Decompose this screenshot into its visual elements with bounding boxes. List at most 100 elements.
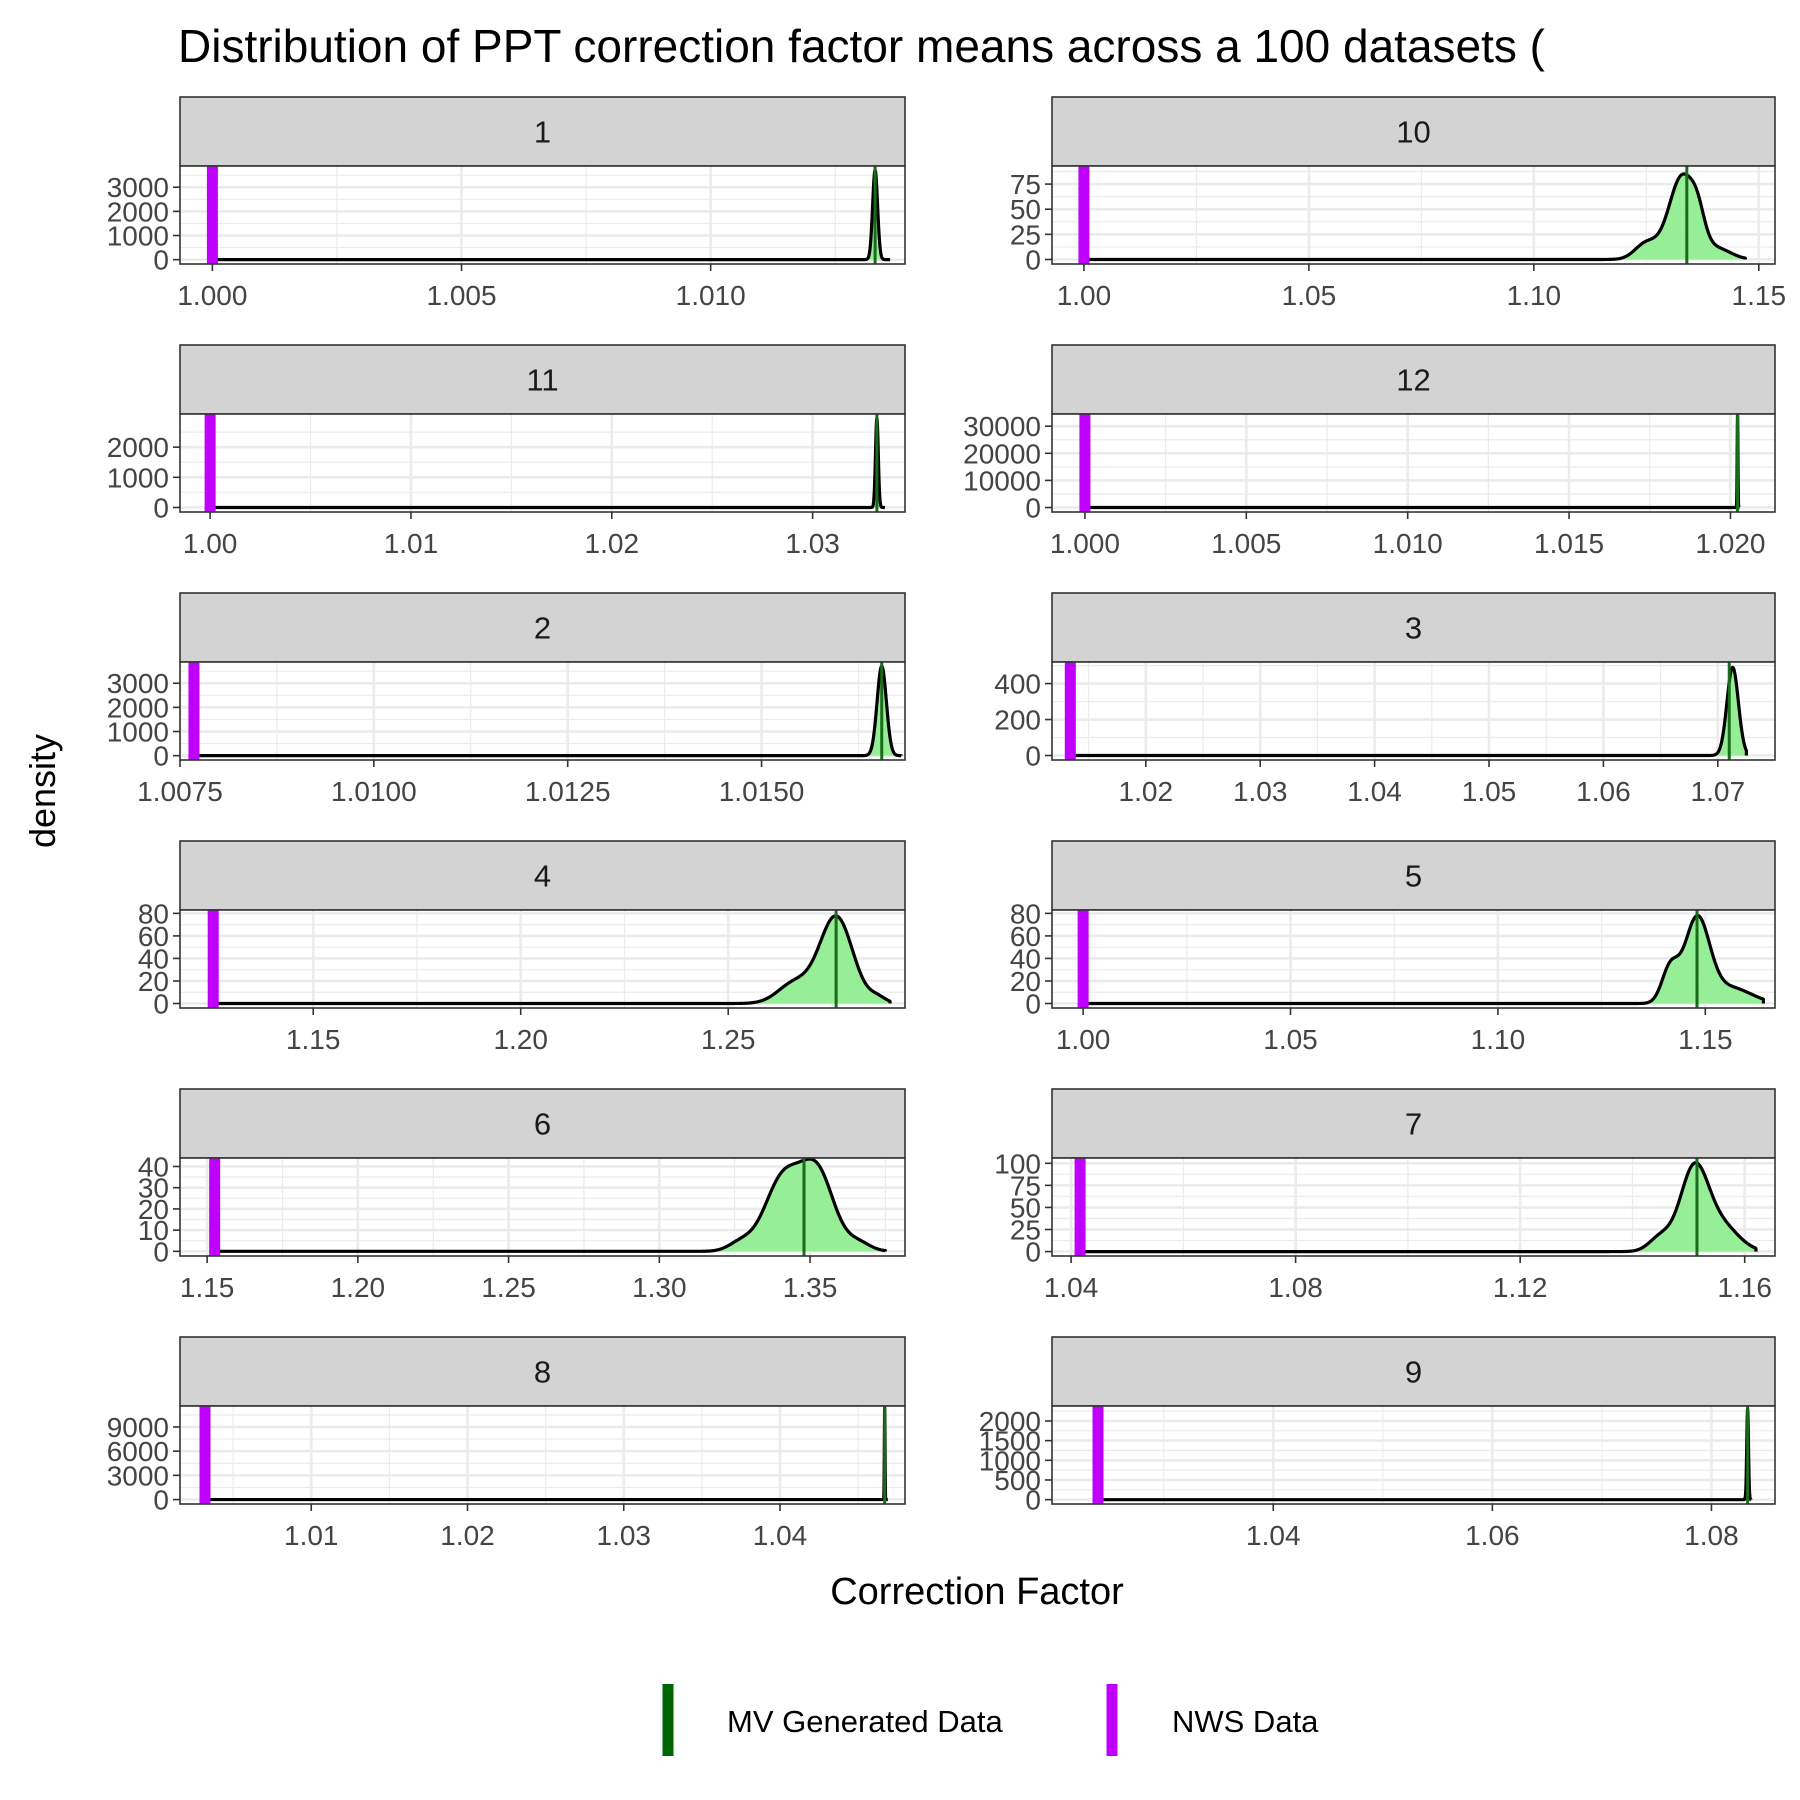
- y-tick-label: 60: [1010, 921, 1041, 952]
- y-tick-label: 75: [1010, 1170, 1041, 1201]
- x-tick-label: 1.015: [1534, 528, 1604, 559]
- facet-strip-label: 6: [534, 1107, 551, 1142]
- y-tick-label: 1000: [979, 1445, 1041, 1476]
- x-tick-label: 1.000: [1050, 528, 1120, 559]
- plot-area: [1052, 910, 1775, 1008]
- legend-label: MV Generated Data: [727, 1704, 1003, 1739]
- plot-background: [180, 414, 905, 512]
- y-tick-label: 40: [138, 943, 169, 974]
- y-tick-label: 0: [153, 741, 169, 772]
- x-tick-label: 1.00: [183, 528, 238, 559]
- x-tick-label: 1.05: [1462, 776, 1517, 807]
- y-tick-label: 500: [994, 1465, 1041, 1496]
- x-tick-label: 1.03: [597, 1520, 652, 1551]
- y-tick-label: 60: [138, 921, 169, 952]
- x-tick-label: 1.15: [1732, 280, 1787, 311]
- x-tick-label: 1.005: [426, 280, 496, 311]
- x-tick-label: 1.010: [1373, 528, 1443, 559]
- facet-panel-12: 12 1.000 1.005 1.010 1.015 1.020 0100002000030…: [963, 344, 1776, 559]
- y-tick-label: 20: [138, 966, 169, 997]
- y-tick-label: 2000: [107, 432, 169, 463]
- plot-area: [1052, 414, 1775, 512]
- y-tick-label: 0: [153, 988, 169, 1019]
- legend-item-mv-generated: MV Generated Data: [662, 1684, 1003, 1756]
- density-area: [213, 915, 891, 1004]
- y-tick-label: 0: [153, 492, 169, 523]
- plot-area: [180, 910, 905, 1008]
- plot-background: [180, 662, 905, 760]
- y-tick-label: 20: [1010, 966, 1041, 997]
- plot-area: [1052, 1158, 1775, 1256]
- x-tick-label: 1.15: [1678, 1024, 1733, 1055]
- y-tick-label: 10: [138, 1215, 169, 1246]
- plot-background: [1052, 414, 1775, 512]
- x-tick-label: 1.01: [284, 1520, 339, 1551]
- y-tick-label: 0: [1025, 988, 1041, 1019]
- y-tick-label: 3000: [107, 1460, 169, 1491]
- legend-item-nws: NWS Data: [1106, 1684, 1319, 1756]
- density-curve: [212, 914, 892, 1006]
- plot-area: [1052, 166, 1775, 264]
- y-tick-label: 10000: [963, 465, 1041, 496]
- facet-strip-label: 7: [1405, 1107, 1422, 1142]
- x-tick-label: 1.30: [632, 1272, 687, 1303]
- facet-strip-label: 3: [1405, 611, 1422, 646]
- x-tick-label: 1.00: [1057, 280, 1112, 311]
- x-tick-label: 1.02: [440, 1520, 495, 1551]
- y-tick-label: 100: [994, 1148, 1041, 1179]
- y-tick-label: 400: [994, 669, 1041, 700]
- plot-area: [180, 1406, 905, 1504]
- y-tick-label: 0: [1025, 1485, 1041, 1516]
- x-tick-label: 1.04: [753, 1520, 808, 1551]
- y-tick-label: 6000: [107, 1436, 169, 1467]
- x-tick-label: 1.04: [1044, 1272, 1099, 1303]
- density-area: [1083, 915, 1764, 1004]
- panel-border: [179, 1157, 906, 1257]
- x-tick-label: 1.04: [1347, 776, 1402, 807]
- x-tick-label: 1.08: [1684, 1520, 1739, 1551]
- x-tick-label: 1.16: [1717, 1272, 1772, 1303]
- x-tick-label: 1.000: [177, 280, 247, 311]
- y-tick-label: 50: [1010, 1192, 1041, 1223]
- x-tick-label: 1.020: [1695, 528, 1765, 559]
- y-tick-label: 30000: [963, 411, 1041, 442]
- facet-strip: [179, 96, 906, 167]
- y-tick-label: 80: [138, 898, 169, 929]
- y-tick-label: 0: [1025, 741, 1041, 772]
- plot-area: [180, 1158, 905, 1256]
- density-area: [1080, 1162, 1756, 1252]
- facet-strip: [179, 344, 906, 415]
- y-tick-label: 0: [1025, 244, 1041, 275]
- x-tick-label: 1.03: [785, 528, 840, 559]
- facet-strip-label: 11: [526, 363, 558, 398]
- facet-strip-label: 12: [1396, 363, 1430, 398]
- panel-border: [179, 165, 906, 265]
- y-tick-label: 2000: [107, 692, 169, 723]
- panel-border: [1051, 165, 1776, 265]
- facet-strip-label: 4: [534, 859, 551, 894]
- facet-strip: [179, 1088, 906, 1159]
- y-tick-label: 0: [1025, 493, 1041, 524]
- plot-area: [180, 166, 905, 264]
- y-tick-label: 1000: [107, 717, 169, 748]
- x-tick-label: 1.02: [1119, 776, 1174, 807]
- x-tick-label: 1.01: [384, 528, 439, 559]
- x-tick-label: 1.10: [1507, 280, 1562, 311]
- panel-border: [1051, 661, 1776, 761]
- y-tick-label: 25: [1010, 1215, 1041, 1246]
- y-tick-label: 3000: [107, 172, 169, 203]
- y-tick-label: 75: [1010, 169, 1041, 200]
- facet-strip: [179, 840, 906, 911]
- facet-strip: [1051, 344, 1776, 415]
- x-tick-label: 1.02: [585, 528, 640, 559]
- y-tick-label: 25: [1010, 219, 1041, 250]
- chart-title: Distribution of PPT correction factor me…: [178, 20, 1546, 72]
- plot-area: [1052, 1406, 1775, 1504]
- x-tick-label: 1.10: [1471, 1024, 1526, 1055]
- facet-strip-label: 9: [1405, 1355, 1422, 1390]
